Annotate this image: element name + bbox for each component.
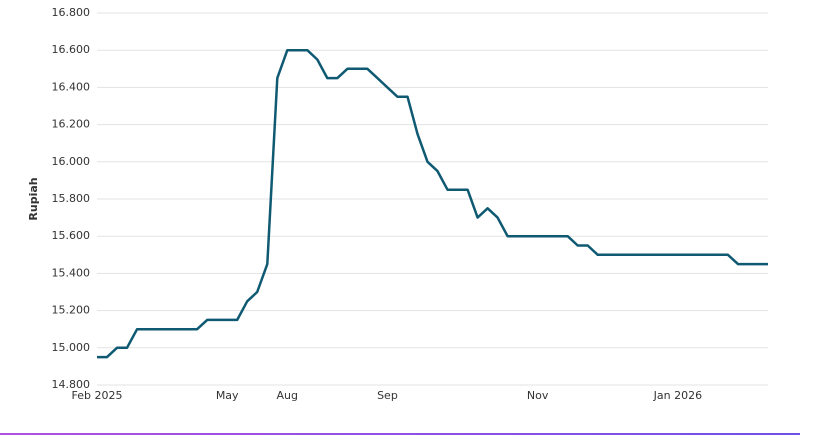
x-tick-label: May <box>216 389 239 402</box>
x-tick-label: Sep <box>377 389 398 402</box>
y-tick-label: 15.400 <box>52 266 91 279</box>
y-tick-label: 16.000 <box>52 155 91 168</box>
y-tick-label: 16.600 <box>52 43 91 56</box>
y-tick-label: 15.800 <box>52 192 91 205</box>
y-tick-label: 15.000 <box>52 341 91 354</box>
y-tick-label: 15.600 <box>52 229 91 242</box>
y-tick-label: 16.400 <box>52 80 91 93</box>
y-tick-label: 16.200 <box>52 118 91 131</box>
y-axis-label: Rupiah <box>27 177 40 220</box>
y-tick-label: 15.200 <box>52 304 91 317</box>
y-tick-label: 16.800 <box>52 6 91 19</box>
y-tick-label: 14.800 <box>52 378 91 391</box>
bottom-border <box>0 433 800 435</box>
line-series <box>97 48 768 359</box>
x-tick-label: Feb 2025 <box>72 389 123 402</box>
x-tick-label: Jan 2026 <box>653 389 702 402</box>
x-tick-label: Nov <box>527 389 549 402</box>
x-tick-label: Aug <box>277 389 298 402</box>
